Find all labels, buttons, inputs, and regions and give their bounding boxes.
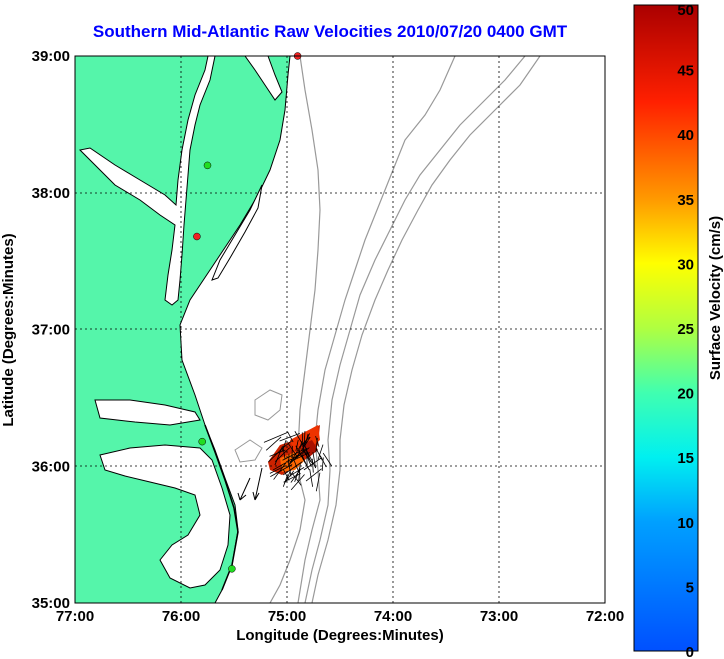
velocity-vector (312, 452, 317, 469)
velocity-vector (302, 442, 305, 456)
colorbar-tick-label: 45 (677, 63, 694, 80)
velocity-vector (295, 439, 299, 452)
map-title: Southern Mid-Atlantic Raw Velocities 201… (92, 22, 568, 41)
velocity-vector (263, 431, 289, 443)
bathymetry-ridge-small (234, 439, 263, 463)
colorbar-tick-label: 0 (686, 644, 694, 659)
colorbar-label: Surface Velocity (cm/s) (707, 216, 724, 380)
velocity-vectors (263, 431, 333, 492)
bathymetry-contour-slope (297, 56, 456, 603)
y-tick-label: 38:00 (32, 185, 70, 202)
velocity-vector (303, 448, 312, 467)
x-axis-label: Longitude (Degrees:Minutes) (236, 627, 444, 644)
velocity-vector (280, 440, 293, 451)
colorbar-tick-label: 5 (686, 579, 694, 596)
velocity-vector (290, 467, 305, 476)
outer-banks (204, 424, 239, 591)
radar-station-marker (228, 565, 236, 573)
velocity-vector (272, 462, 286, 471)
velocity-vector (265, 436, 282, 451)
radar-station-marker (198, 437, 206, 446)
velocity-vector (282, 461, 303, 476)
x-tick-label: 72:00 (586, 608, 624, 625)
radar-station-marker (193, 232, 201, 241)
velocity-vector (268, 448, 283, 463)
velocity-vector (283, 470, 295, 484)
x-tick-label: 73:00 (480, 608, 518, 625)
velocity-vector (322, 452, 333, 467)
colorbar-tick-label: 35 (677, 192, 694, 209)
y-tick-label: 39:00 (32, 48, 70, 65)
colorbar-tick-label: 30 (677, 256, 694, 273)
coastal-vector-2 (252, 467, 263, 501)
y-axis-ticks: 39:00 38:00 37:00 36:00 35:00 (32, 48, 70, 612)
x-tick-label: 77:00 (56, 608, 94, 625)
velocity-vector (292, 456, 300, 473)
velocity-vector (311, 458, 314, 473)
y-tick-label: 35:00 (32, 595, 70, 612)
bathymetry-contour-shelf (269, 56, 321, 603)
bathymetry-contour-abyss (311, 56, 541, 603)
velocity-vector (306, 449, 317, 469)
velocity-vector (315, 472, 321, 492)
colorbar (633, 4, 699, 652)
velocity-vector (270, 464, 293, 477)
velocity-vector (287, 459, 292, 477)
velocity-vector (317, 444, 324, 460)
x-tick-label: 76:00 (162, 608, 200, 625)
y-axis-label: Latitude (Degrees:Minutes) (0, 233, 17, 426)
velocity-vector (291, 445, 293, 459)
velocity-vector (315, 448, 323, 461)
velocity-vector (281, 439, 287, 452)
velocity-vector (291, 472, 302, 486)
barrier-island-delmarva (211, 184, 263, 281)
velocity-vector (294, 431, 305, 448)
velocity-vector (305, 468, 322, 482)
albemarle-sound (94, 399, 201, 426)
x-tick-label: 74:00 (374, 608, 412, 625)
coastal-vector-1 (237, 477, 251, 501)
colorbar-tick-label: 10 (677, 515, 694, 532)
colorbar-tick-label: 40 (677, 127, 694, 144)
velocity-vector (303, 457, 322, 471)
delaware-bay (244, 56, 283, 101)
grid-lines (75, 56, 605, 603)
colorbar-tick-label: 50 (677, 2, 694, 19)
x-axis-ticks: 77:00 76:00 75:00 74:00 73:00 72:00 (56, 608, 624, 625)
velocity-vector (274, 446, 283, 466)
velocity-vector (309, 469, 314, 487)
velocity-vector (282, 445, 286, 460)
bathymetry-contour-deep (304, 56, 526, 603)
colorbar-tick-label: 25 (677, 321, 694, 338)
pamlico-sound (99, 444, 231, 589)
radar-station-marker (203, 161, 212, 170)
bathymetry-ridge (254, 389, 283, 421)
x-tick-label: 75:00 (268, 608, 306, 625)
y-tick-label: 37:00 (32, 322, 70, 339)
colorbar-tick-label: 15 (677, 450, 694, 467)
velocity-vector (273, 462, 287, 480)
velocity-vector (288, 443, 299, 459)
colorbar-tick-label: 20 (677, 386, 694, 403)
y-tick-label: 36:00 (32, 458, 70, 475)
plot-border (74, 55, 606, 604)
velocity-vector (315, 437, 318, 453)
velocity-vector (297, 441, 303, 457)
velocity-vector (292, 447, 310, 462)
velocity-vector (321, 457, 324, 472)
velocity-vector (290, 474, 305, 491)
